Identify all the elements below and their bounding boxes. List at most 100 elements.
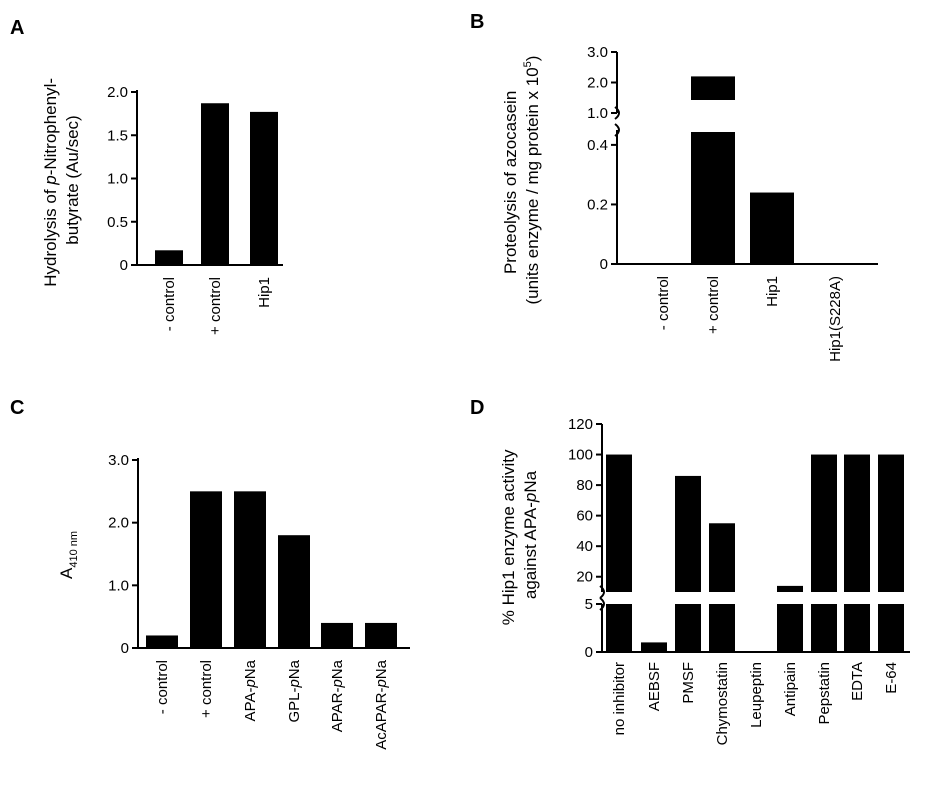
panel-a-ylabel: Hydrolysis of p-Nitrophenyl- butyrate (A…: [41, 73, 82, 287]
bar--control: [201, 103, 229, 266]
bar-hip1: [750, 192, 794, 264]
panel-b: B 0 0.2 0.4 1.0 2.0 3.0 - control + control Hip…: [470, 11, 878, 362]
x-tick-label: + control: [207, 277, 224, 335]
bar--control: [190, 491, 222, 648]
y-tick-label: 2.0: [108, 515, 129, 532]
bar-antipain-upper: [777, 585, 803, 592]
panel-b-letter: B: [470, 11, 484, 33]
axis-break-upper: [599, 585, 605, 599]
panel-c-ylabel: A410 nm: [57, 531, 80, 579]
bar--control: [155, 250, 183, 265]
x-tick-label: Leupeptin: [748, 662, 765, 728]
y-tick-label: 0: [120, 257, 128, 274]
bar-e-64-upper: [878, 454, 904, 592]
x-tick-label: PMSF: [680, 662, 697, 704]
y-tick-label: 20: [576, 569, 593, 586]
axis-break-lower: [614, 123, 620, 137]
x-tick-label: APAR-pNa: [329, 659, 346, 732]
bar--control: [146, 635, 178, 648]
y-tick-label: 100: [568, 447, 593, 464]
x-tick-label: - control: [161, 277, 178, 331]
bar-edta-lower: [844, 604, 870, 652]
y-tick-label: 120: [568, 416, 593, 433]
x-tick-label: Hip1: [764, 276, 781, 307]
bar-pepstatin-lower: [811, 604, 837, 652]
bar-gpl-na: [278, 535, 310, 648]
axis-break-upper: [614, 106, 620, 120]
bar-hip1: [250, 111, 278, 266]
panel-c-letter: C: [10, 397, 24, 419]
y-tick-label: 60: [576, 508, 593, 525]
y-tick-label: 5: [585, 596, 593, 613]
bar-apa-na: [234, 491, 266, 648]
x-tick-label: GPL-pNa: [286, 659, 303, 722]
x-tick-label: AEBSF: [646, 662, 663, 711]
y-tick-label: 0: [121, 640, 129, 657]
bar--control-lower: [691, 132, 735, 264]
bar-pmsf-lower: [675, 604, 701, 652]
bar-apar-na: [321, 622, 353, 648]
y-tick-label: 0.2: [587, 196, 608, 213]
y-tick-label: 0.4: [587, 137, 608, 154]
panel-b-yticks: 0 0.2 0.4 1.0 2.0 3.0: [587, 44, 617, 273]
x-tick-label: Hip1(S228A): [827, 276, 844, 362]
panel-c: C 0 1.0 2.0 3.0 - control + control APA-pNa GP…: [10, 397, 410, 750]
panel-d-letter: D: [470, 397, 484, 419]
bar-chymostatin-lower: [709, 604, 735, 652]
bar-no-inhibitor-lower: [606, 604, 632, 652]
panel-d-axes: [599, 424, 910, 653]
panel-d-bars: [606, 454, 904, 652]
panel-d-yticks: 0 5 20 40 60 80 100 120: [568, 416, 602, 661]
axis-break-lower: [599, 597, 605, 611]
x-tick-label: + control: [705, 276, 722, 334]
y-tick-label: 1.0: [107, 171, 128, 188]
panel-a-xticks: - control + control Hip1: [161, 277, 273, 335]
panel-c-yticks: 0 1.0 2.0 3.0: [108, 452, 138, 657]
panel-c-bars: [146, 491, 397, 648]
panel-d-ylabel: % Hip1 enzyme activity against APA-pNa: [499, 445, 540, 625]
y-tick-label: 2.0: [107, 84, 128, 101]
panel-b-axes: [614, 52, 878, 265]
x-tick-label: AcAPAR-pNa: [373, 659, 390, 749]
bar-antipain-lower: [777, 604, 803, 652]
panel-b-xticks: - control + control Hip1 Hip1(S228A): [655, 276, 844, 362]
bar-chymostatin-upper: [709, 523, 735, 592]
x-tick-label: - control: [655, 276, 672, 330]
y-tick-label: 0: [585, 644, 593, 661]
panel-b-ylabel: Proteolysis of azocasein (units enzyme /…: [501, 56, 542, 305]
y-tick-label: 1.0: [108, 577, 129, 594]
x-tick-label: APA-pNa: [242, 659, 259, 721]
bar-e-64-lower: [878, 604, 904, 652]
panel-a-yticks: 0 0.5 1.0 1.5 2.0: [107, 84, 137, 274]
x-tick-label: Chymostatin: [714, 662, 731, 745]
y-tick-label: 40: [576, 538, 593, 555]
bar-no-inhibitor-upper: [606, 454, 632, 592]
panel-a: A 0 0.5 1.0 1.5 2.0 - control + control Hip1 H…: [10, 17, 283, 335]
x-tick-label: Pepstatin: [816, 662, 833, 725]
x-tick-label: Antipain: [782, 662, 799, 716]
bar-acapar-na: [365, 622, 397, 648]
panel-d: D 0 5 20 40 60 80 100 120 no inhibitor AEBSF PMSF…: [470, 397, 910, 745]
x-tick-label: Hip1: [256, 277, 273, 308]
y-tick-label: 80: [576, 477, 593, 494]
x-tick-label: EDTA: [849, 662, 866, 701]
x-tick-label: + control: [198, 660, 215, 718]
y-tick-label: 3.0: [108, 452, 129, 469]
panel-c-axes: [137, 458, 410, 649]
bar-edta-upper: [844, 454, 870, 592]
x-tick-label: no inhibitor: [611, 662, 628, 735]
y-tick-label: 2.0: [587, 75, 608, 92]
panel-a-letter: A: [10, 17, 24, 39]
x-tick-label: E-64: [883, 662, 900, 694]
panel-b-bars: [691, 76, 794, 264]
y-tick-label: 0.5: [107, 214, 128, 231]
bar-pmsf-upper: [675, 475, 701, 592]
x-tick-label: - control: [154, 660, 171, 714]
y-tick-label: 0: [600, 256, 608, 273]
panel-c-xticks: - control + control APA-pNa GPL-pNa APAR-pNa…: [154, 659, 390, 749]
y-tick-label: 1.5: [107, 127, 128, 144]
bar-pepstatin-upper: [811, 454, 837, 592]
panel-a-bars: [155, 103, 278, 266]
y-tick-label: 1.0: [587, 105, 608, 122]
